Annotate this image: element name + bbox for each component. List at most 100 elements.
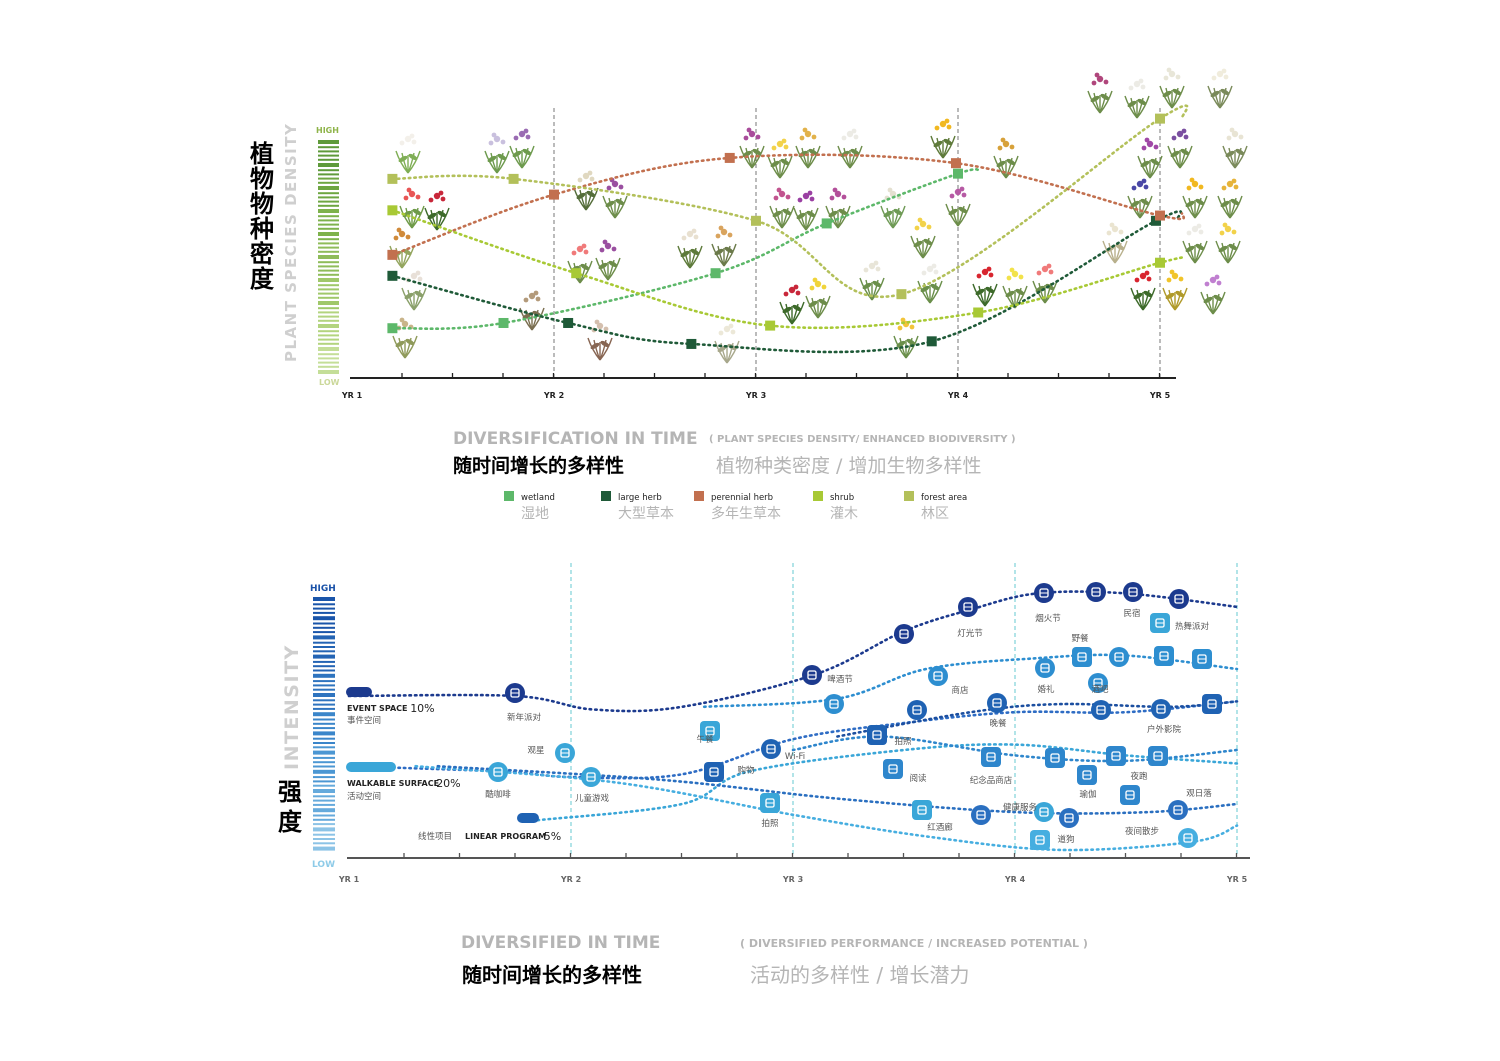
series-marker-perennial-herb <box>950 158 961 169</box>
density-stripe <box>318 219 339 222</box>
intensity-stripe <box>313 746 335 749</box>
bottom-x-axis: YR 1 YR 2 YR 3 YR 4 YR 5 <box>338 853 1250 884</box>
activity-icon <box>700 721 720 741</box>
series-line-perennial-herb <box>391 153 1186 257</box>
intensity-stripe <box>313 611 335 614</box>
activity-label: 阅读 <box>909 773 927 784</box>
activity-icon <box>555 743 575 763</box>
activity-icon <box>867 725 887 745</box>
activity-icon <box>1045 748 1065 768</box>
activity-icon <box>912 800 932 820</box>
series-line-linear-program <box>536 743 1239 822</box>
activity-icon <box>1192 649 1212 669</box>
activity-label: 民宿 <box>1123 608 1140 619</box>
intensity-stripe <box>313 780 335 783</box>
activity-icon <box>1077 765 1097 785</box>
plant-illustration <box>1102 222 1128 264</box>
series-marker-perennial-herb <box>549 189 559 200</box>
plant-illustration <box>1182 177 1208 219</box>
legend-swatch-shrub <box>813 491 823 501</box>
series-line-walkable-surface <box>347 700 1239 780</box>
top-yaxis-en: PLANT SPECIES DENSITY <box>282 123 300 362</box>
intensity-stripe <box>313 737 335 740</box>
activity-icon <box>1035 658 1055 678</box>
activity-icon <box>824 694 844 714</box>
intensity-stripe <box>313 646 335 648</box>
x-tick-label: YR 1 <box>338 875 360 884</box>
intensity-stripe <box>313 641 335 644</box>
activity-label: 健康服务 <box>1003 802 1038 813</box>
x-tick-label: YR 5 <box>1149 391 1171 400</box>
x-tick-label: YR 4 <box>1004 875 1026 884</box>
legend-label-cn-wetland: 湿地 <box>521 506 549 522</box>
density-stripe <box>318 227 339 230</box>
density-stripe <box>318 315 339 318</box>
intensity-stripe <box>313 814 335 817</box>
legend-label-shrub: shrub <box>830 493 854 503</box>
x-tick-label: YR 3 <box>745 391 766 400</box>
activity-icon <box>1109 647 1129 667</box>
plant-illustration <box>910 217 936 259</box>
density-stripe <box>318 204 339 207</box>
plant-illustration <box>930 118 956 159</box>
density-stripe <box>318 196 339 199</box>
top-year-gridlines <box>553 108 1161 378</box>
density-stripe <box>318 200 339 203</box>
plant-illustration <box>1200 274 1226 315</box>
plant-illustration <box>519 290 545 331</box>
series-marker-large-herb <box>1150 215 1161 226</box>
start-label-cn: 事件空间 <box>347 715 381 726</box>
activity-label: 商店 <box>951 685 969 696</box>
intensity-stripe <box>313 616 335 621</box>
series-marker-wetland <box>387 323 398 334</box>
intensity-stripe <box>313 765 335 768</box>
density-stripe <box>318 307 339 310</box>
series-marker-perennial-herb <box>724 152 735 163</box>
plant-illustration <box>972 266 998 307</box>
branch-line <box>436 764 1239 815</box>
activity-icon <box>1086 582 1106 602</box>
intensity-stripe <box>313 727 335 730</box>
activity-label: 拍照 <box>761 818 779 829</box>
series-marker-wetland <box>821 218 832 229</box>
activity-icon <box>761 739 781 759</box>
plant-illustration <box>1215 222 1241 264</box>
plant-illustration <box>711 225 737 267</box>
branch-line <box>836 700 1239 738</box>
density-stripe <box>318 150 339 153</box>
activity-icon <box>1091 700 1111 720</box>
activity-icon <box>1034 802 1054 822</box>
density-stripe <box>318 154 339 157</box>
series-marker-shrub <box>973 307 984 318</box>
activity-icon <box>883 759 903 779</box>
activity-icon <box>1123 582 1143 602</box>
start-pill <box>346 687 372 697</box>
plant-illustration <box>1182 223 1208 264</box>
plant-illustration <box>1162 269 1188 311</box>
series-marker-shrub <box>1155 257 1165 268</box>
series-marker-large-herb <box>926 336 937 347</box>
intensity-stripe <box>313 693 335 697</box>
intensity-stripe <box>313 660 335 663</box>
start-label-cn: 活动空间 <box>347 791 381 802</box>
activity-label: 啤酒节 <box>827 674 853 685</box>
x-tick-label: YR 4 <box>947 391 969 400</box>
density-stripe <box>318 324 339 328</box>
plant-illustration <box>779 284 805 325</box>
intensity-stripe <box>313 635 335 640</box>
plant-illustration <box>401 270 427 311</box>
intensity-stripe <box>313 756 335 759</box>
activity-icon <box>987 693 1007 713</box>
plant-illustration <box>484 132 510 174</box>
density-stripe <box>318 163 339 167</box>
activity-label: 夜间散步 <box>1125 826 1159 837</box>
legend-label-cn-shrub: 灌木 <box>830 506 858 522</box>
bottom-subtitle-en: ( DIVERSIFIED PERFORMANCE / INCREASED PO… <box>740 937 1088 950</box>
activity-icon <box>971 805 991 825</box>
plant-illustration <box>1222 127 1248 169</box>
activity-icon <box>760 793 780 813</box>
series-marker-forest-area <box>387 173 398 184</box>
plant-illustration <box>859 260 885 301</box>
plant-illustration <box>595 239 621 281</box>
intensity-stripe <box>313 742 335 744</box>
